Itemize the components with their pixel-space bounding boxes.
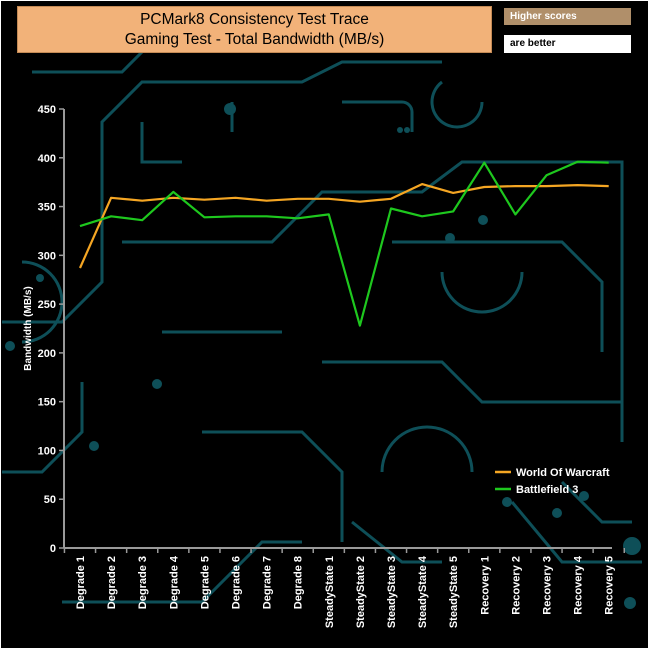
series-line-2 — [79, 160, 609, 327]
y-tick-label: 150 — [38, 397, 56, 409]
are-better-badge: are better — [504, 35, 631, 53]
x-tick-label: Degrade 1 — [75, 556, 87, 609]
x-tick-label: Degrade 5 — [199, 556, 211, 609]
legend-label-2: Battlefield 3 — [516, 484, 578, 496]
y-tick-label: 250 — [38, 299, 56, 311]
x-tick-label: Degrade 3 — [137, 556, 149, 609]
circuit-dots — [5, 103, 641, 609]
x-tick-label: Degrade 4 — [168, 555, 180, 609]
x-tick-label: Degrade 7 — [262, 556, 274, 609]
y-tick-label: 0 — [50, 543, 56, 555]
x-tick-label: Recovery 3 — [542, 556, 554, 615]
x-tick-label: SteadyState 5 — [448, 556, 460, 628]
y-tick-label: 450 — [38, 104, 56, 116]
x-tick-label: Degrade 8 — [293, 556, 305, 609]
chart-subtitle: Gaming Test - Total Bandwidth (MB/s) — [124, 31, 385, 48]
chart-title: PCMark8 Consistency Test Trace Gaming Te… — [17, 6, 492, 53]
x-tick-label: SteadyState 2 — [355, 556, 367, 628]
y-tick-label: 400 — [38, 153, 56, 165]
x-tick-label: Recovery 4 — [573, 555, 585, 615]
y-axis-title: Bandwidth (MB/s) — [23, 286, 34, 370]
x-tick-label: SteadyState 4 — [417, 555, 429, 628]
x-tick-label: SteadyState 3 — [386, 556, 398, 628]
series-line-1 — [78, 183, 609, 269]
x-tick-label: Degrade 6 — [231, 556, 243, 609]
x-tick-label: Recovery 5 — [604, 556, 616, 615]
chart-title-line1: PCMark8 Consistency Test Trace — [140, 11, 369, 28]
x-tick-label: Recovery 2 — [510, 556, 522, 615]
y-tick-label: 300 — [38, 250, 56, 262]
chart-legend: World Of Warcraft Battlefield 3 — [495, 467, 610, 496]
circuit-background — [2, 40, 642, 604]
legend-label-1: World Of Warcraft — [516, 467, 610, 479]
y-tick-label: 200 — [38, 348, 56, 360]
higher-scores-badge: Higher scores — [504, 8, 631, 25]
y-tick-label: 100 — [38, 445, 56, 457]
y-tick-label: 350 — [38, 202, 56, 214]
plot-series — [78, 160, 609, 327]
x-tick-label: Degrade 2 — [106, 556, 118, 609]
plot-axes: 0 50 100 150 200 250 300 350 400 450 Bandwidth (MB… — [23, 104, 625, 628]
x-tick-label: Recovery 1 — [479, 556, 491, 615]
y-tick-label: 50 — [44, 494, 56, 506]
x-tick-label: SteadyState 1 — [324, 556, 336, 628]
